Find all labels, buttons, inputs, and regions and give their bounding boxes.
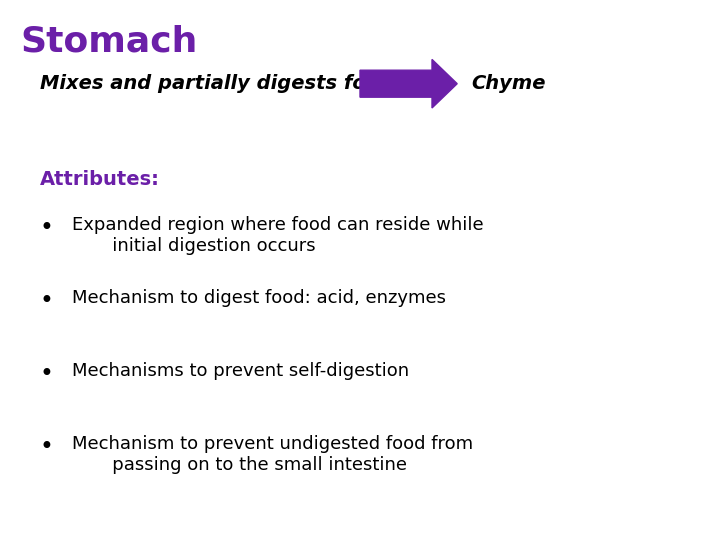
Text: Stomach: Stomach <box>20 24 197 58</box>
Text: Mechanism to prevent undigested food from
       passing on to the small intesti: Mechanism to prevent undigested food fro… <box>72 435 473 474</box>
Text: Mechanisms to prevent self-digestion: Mechanisms to prevent self-digestion <box>72 362 409 380</box>
Text: •: • <box>40 435 53 458</box>
Text: Mixes and partially digests food: Mixes and partially digests food <box>40 74 392 93</box>
Text: Chyme: Chyme <box>472 74 546 93</box>
Text: Mechanism to digest food: acid, enzymes: Mechanism to digest food: acid, enzymes <box>72 289 446 307</box>
Polygon shape <box>360 59 457 108</box>
Text: Expanded region where food can reside while
       initial digestion occurs: Expanded region where food can reside wh… <box>72 216 484 255</box>
Text: Attributes:: Attributes: <box>40 170 159 189</box>
Text: •: • <box>40 216 53 240</box>
Text: •: • <box>40 362 53 386</box>
Text: •: • <box>40 289 53 313</box>
